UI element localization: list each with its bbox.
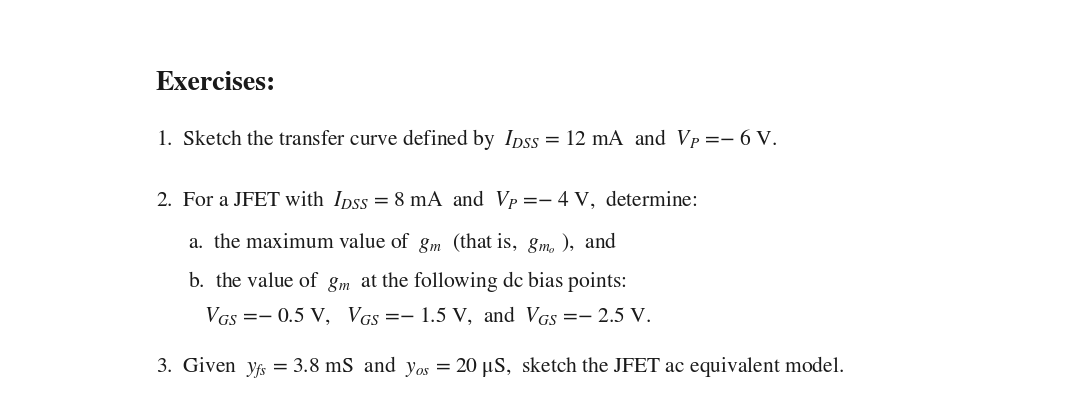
- Text: $V_{GS}$ =− 0.5 V,   $V_{GS}$ =− 1.5 V,  and  $V_{GS}$ =− 2.5 V.: $V_{GS}$ =− 0.5 V, $V_{GS}$ =− 1.5 V, an…: [156, 305, 651, 327]
- Text: b.  the value of  $g_m$  at the following dc bias points:: b. the value of $g_m$ at the following d…: [156, 269, 626, 295]
- Text: 2.  For a JFET with  $I_{DSS}$ = 8 mA  and  $V_P$ =− 4 V,  determine:: 2. For a JFET with $I_{DSS}$ = 8 mA and …: [156, 189, 698, 211]
- Text: 3.  Given  $y_{fs}$ = 3.8 mS  and  $y_{os}$ = 20 μS,  sketch the JFET ac equival: 3. Given $y_{fs}$ = 3.8 mS and $y_{os}$ …: [156, 355, 843, 380]
- Text: 1.  Sketch the transfer curve defined by  $I_{DSS}$ = 12 mA  and  $V_P$ =− 6 V.: 1. Sketch the transfer curve defined by …: [156, 127, 777, 152]
- Text: Exercises:: Exercises:: [156, 71, 276, 96]
- Text: a.  the maximum value of  $g_m$  (that is,  $g_{m_o}$ ),  and: a. the maximum value of $g_m$ (that is, …: [156, 231, 618, 256]
